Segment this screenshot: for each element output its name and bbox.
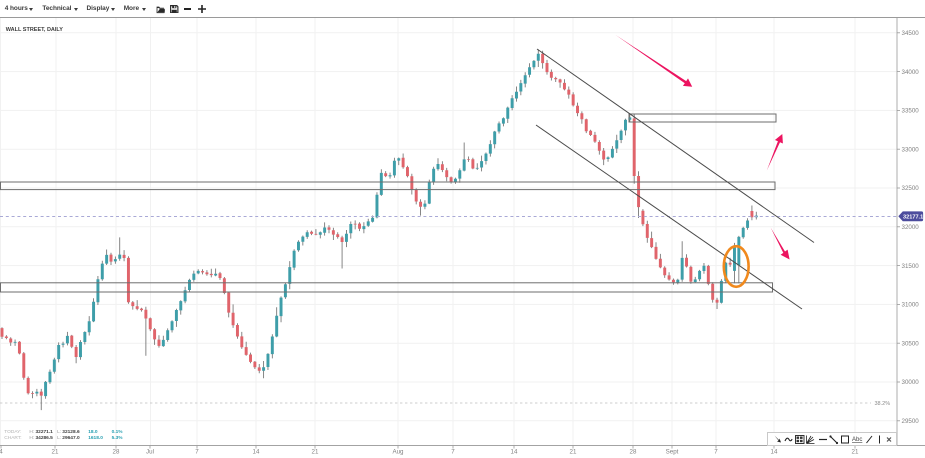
svg-text:4: 4 — [0, 449, 3, 456]
svg-text:Aug: Aug — [392, 449, 404, 456]
svg-text:34500: 34500 — [902, 30, 920, 37]
svg-text:Abc: Abc — [852, 437, 862, 443]
svg-text:28: 28 — [113, 449, 120, 456]
svg-text:29500: 29500 — [902, 418, 920, 425]
svg-text:14: 14 — [511, 449, 518, 456]
svg-text:32500: 32500 — [902, 185, 920, 192]
svg-text:31000: 31000 — [902, 302, 920, 309]
svg-text:14: 14 — [771, 449, 778, 456]
svg-text:21: 21 — [52, 449, 59, 456]
svg-text:30500: 30500 — [902, 340, 920, 347]
svg-text:30000: 30000 — [902, 379, 920, 386]
svg-text:21: 21 — [312, 449, 319, 456]
svg-text:33500: 33500 — [902, 108, 920, 115]
svg-text:31500: 31500 — [902, 263, 920, 270]
svg-text:Jul: Jul — [146, 449, 154, 456]
svg-text:38.2%: 38.2% — [875, 401, 891, 407]
svg-text:21: 21 — [570, 449, 577, 456]
svg-text:33000: 33000 — [902, 146, 920, 153]
svg-text:21: 21 — [852, 449, 859, 456]
svg-text:7: 7 — [714, 449, 718, 456]
svg-text:32000: 32000 — [902, 224, 920, 231]
svg-text:28: 28 — [630, 449, 637, 456]
svg-text:34000: 34000 — [902, 69, 920, 76]
svg-text:7: 7 — [195, 449, 199, 456]
svg-text:32177.1: 32177.1 — [903, 215, 923, 221]
svg-text:Sept: Sept — [666, 449, 679, 456]
svg-text:14: 14 — [253, 449, 260, 456]
svg-text:7: 7 — [451, 449, 455, 456]
